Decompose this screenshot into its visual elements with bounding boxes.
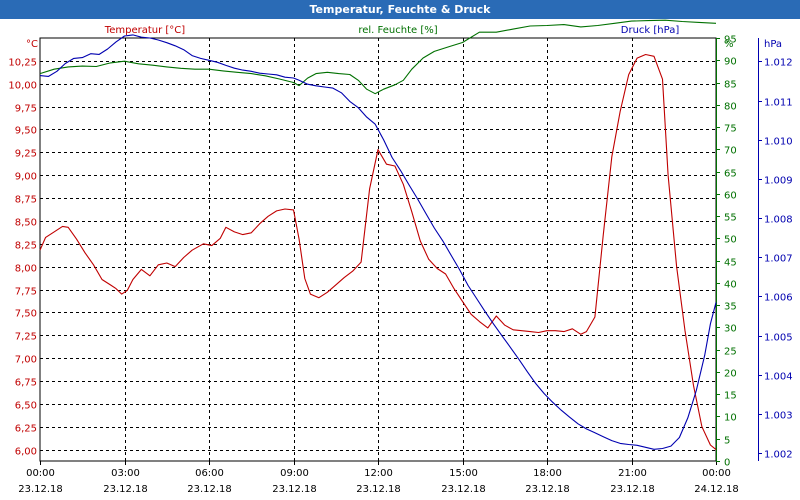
- humidity-tick-label: 10: [724, 413, 737, 424]
- pressure-tick-label: 1.007: [764, 254, 793, 265]
- temperature-tick-label: 6,00: [15, 447, 37, 458]
- temperature-tick-label: 9,75: [15, 104, 37, 115]
- temperature-tick-label: 9,00: [15, 172, 37, 183]
- x-tick-time: 03:00: [111, 468, 140, 479]
- x-tick-date: 23.12.18: [610, 484, 655, 495]
- humidity-tick-label: 70: [724, 146, 737, 157]
- x-tick-time: 06:00: [195, 468, 224, 479]
- pressure-tick-label: 1.009: [764, 176, 793, 187]
- humidity-axis-label: rel. Feuchte [%]: [358, 25, 437, 36]
- temperature-tick-label: 10,00: [8, 81, 37, 92]
- humidity-tick-label: 35: [724, 302, 737, 313]
- pressure-axis-label: Druck [hPa]: [621, 25, 680, 36]
- temperature-tick-label: 9,50: [15, 126, 37, 137]
- series-lines: [39, 19, 717, 451]
- chart-canvas: °C Temperatur [°C] rel. Feuchte [%] Druc…: [8, 19, 793, 496]
- chart-window-title: Temperatur, Feuchte & Druck: [0, 0, 800, 19]
- pressure-tick-label: 1.012: [764, 58, 793, 69]
- temperature-tick-label: 8,50: [15, 218, 37, 229]
- temperature-tick-label: 7,00: [15, 355, 37, 366]
- pressure-tick-label: 1.011: [764, 98, 793, 109]
- humidity-tick-label: 55: [724, 213, 737, 224]
- humidity-tick-label: 25: [724, 347, 737, 358]
- pressure-axis-unit: hPa: [764, 39, 782, 50]
- temperature-tick-label: 9,25: [15, 149, 37, 160]
- pressure-tick-label: 1.005: [764, 333, 793, 344]
- pressure-tick-label: 1.006: [764, 293, 793, 304]
- x-tick-time: 18:00: [533, 468, 562, 479]
- temperature-axis-label: Temperatur [°C]: [104, 25, 185, 36]
- x-tick-date: 23.12.18: [356, 484, 401, 495]
- humidity-tick-label: 80: [724, 102, 737, 113]
- humidity-tick-label: 75: [724, 124, 737, 135]
- temperature-tick-label: 10,25: [8, 58, 37, 69]
- pressure-tick-label: 1.002: [764, 450, 793, 461]
- humidity-tick-label: 90: [724, 57, 737, 68]
- temperature-tick-label: 7,50: [15, 309, 37, 320]
- x-tick-time: 21:00: [618, 468, 647, 479]
- series-line-pressure: [39, 34, 717, 450]
- axes: °C Temperatur [°C] rel. Feuchte [%] Druc…: [26, 25, 782, 50]
- x-tick-date: 23.12.18: [525, 484, 570, 495]
- pressure-tick-label: 1.003: [764, 411, 793, 422]
- grid: [39, 37, 762, 465]
- temperature-tick-label: 7,75: [15, 287, 37, 298]
- temperature-tick-label: 6,25: [15, 424, 37, 435]
- series-line-temperature: [39, 53, 717, 451]
- series-line-humidity: [39, 19, 717, 95]
- x-tick-date: 23.12.18: [441, 484, 486, 495]
- temperature-tick-label: 6,75: [15, 378, 37, 389]
- humidity-tick-label: 40: [724, 280, 737, 291]
- humidity-tick-label: 60: [724, 191, 737, 202]
- humidity-tick-label: 85: [724, 80, 737, 91]
- tick-labels: 6,00 6,25 6,50 6,75 7,00 7,25 7,50 7,75 8,00 8,25…: [8, 35, 792, 496]
- humidity-tick-label: 65: [724, 169, 737, 180]
- x-tick-time: 09:00: [280, 468, 309, 479]
- temperature-tick-label: 6,50: [15, 401, 37, 412]
- x-tick-date: 24.12.18: [694, 484, 739, 495]
- x-tick-time: 00:00: [702, 468, 731, 479]
- humidity-tick-label: 0: [724, 458, 730, 469]
- x-tick-date: 23.12.18: [103, 484, 148, 495]
- temperature-axis-unit: °C: [26, 39, 38, 50]
- humidity-tick-label: 30: [724, 324, 737, 335]
- humidity-tick-label: 5: [724, 436, 730, 447]
- temperature-tick-label: 7,25: [15, 332, 37, 343]
- humidity-tick-label: 15: [724, 391, 737, 402]
- pressure-tick-label: 1.010: [764, 137, 793, 148]
- temperature-tick-label: 8,25: [15, 241, 37, 252]
- humidity-tick-label: 50: [724, 235, 737, 246]
- chart-area: °C Temperatur [°C] rel. Feuchte [%] Druc…: [0, 19, 800, 500]
- x-tick-date: 23.12.18: [272, 484, 317, 495]
- humidity-tick-label: 45: [724, 258, 737, 269]
- humidity-tick-label: 95: [724, 35, 737, 46]
- x-tick-time: 00:00: [26, 468, 55, 479]
- humidity-tick-label: 20: [724, 369, 737, 380]
- x-tick-date: 23.12.18: [187, 484, 232, 495]
- x-tick-date: 23.12.18: [18, 484, 63, 495]
- humidity-axis-unit: %: [724, 39, 734, 50]
- pressure-tick-label: 1.004: [764, 372, 793, 383]
- x-tick-time: 12:00: [364, 468, 393, 479]
- x-tick-time: 15:00: [449, 468, 478, 479]
- temperature-tick-label: 8,75: [15, 195, 37, 206]
- pressure-tick-label: 1.008: [764, 215, 793, 226]
- temperature-tick-label: 8,00: [15, 264, 37, 275]
